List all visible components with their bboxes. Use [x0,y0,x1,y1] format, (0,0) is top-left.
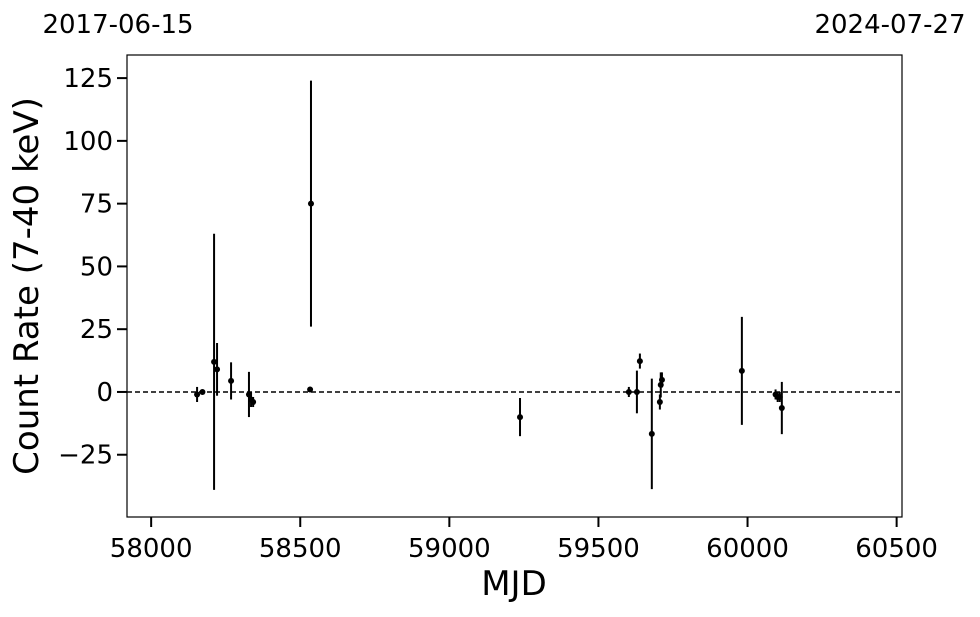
y-axis-label: Count Rate (7-40 keV) [7,97,47,475]
data-point [228,377,235,384]
x-tick-label: 59000 [408,534,491,564]
data-point [194,391,201,398]
data-point [625,388,632,395]
data-point [211,358,218,365]
data-point [658,376,665,383]
data-point [648,430,655,437]
y-tick-label: 75 [80,190,113,220]
x-tick-label: 60000 [706,534,789,564]
data-point [633,388,640,395]
data-point [214,366,221,373]
x-tick-label: 58000 [110,534,193,564]
data-point [199,388,206,395]
x-tick-label: 58500 [259,534,342,564]
y-tick-label: 125 [63,64,113,94]
data-point [656,399,663,406]
data-point [250,399,257,406]
y-tick-label: 50 [80,252,113,282]
data-point [307,386,314,393]
plot-frame [126,54,903,518]
y-tick-label: 100 [63,127,113,157]
y-tick-label: 0 [96,378,113,408]
data-point [517,414,524,421]
end-date: 2024-07-27 [814,10,965,40]
x-tick-label: 60500 [855,534,938,564]
data-point [636,358,643,365]
x-axis-label: MJD [481,564,547,604]
y-tick-label: 25 [80,315,113,345]
y-tick-label: −25 [58,441,113,471]
data-point [778,405,785,412]
start-date: 2017-06-15 [42,10,193,40]
data-point [307,200,314,207]
x-tick-label: 59500 [557,534,640,564]
data-point [738,367,745,374]
